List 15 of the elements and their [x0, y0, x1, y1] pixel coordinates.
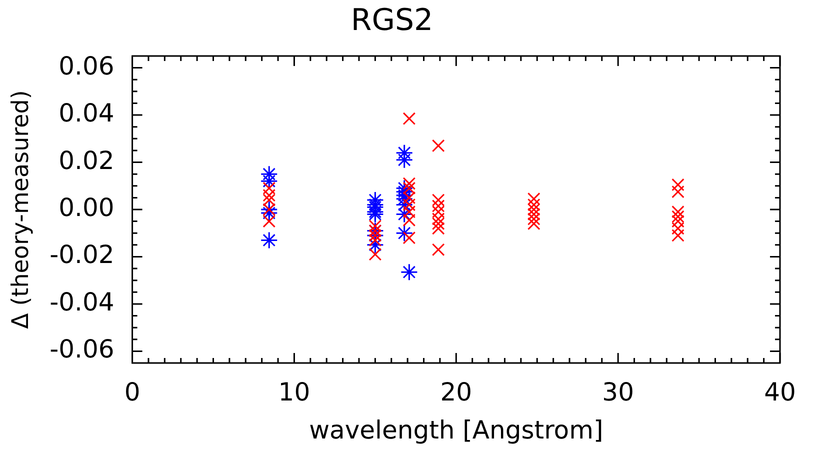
y-tick-label: -0.02: [50, 240, 114, 270]
y-tick-label: -0.04: [50, 287, 114, 316]
x-tick-label: 40: [764, 378, 796, 406]
y-tick-label: 0.06: [58, 51, 114, 80]
y-tick-label: 0.00: [58, 193, 114, 222]
x-tick-label: 10: [278, 378, 310, 406]
x-tick-label: 30: [602, 378, 634, 406]
x-tick-label: 0: [124, 378, 140, 406]
y-tick-label: -0.06: [50, 334, 114, 364]
y-tick-label: 0.04: [58, 98, 114, 128]
y-axis-title: Δ (theory-measured): [8, 90, 34, 329]
y-tick-label: 0.02: [58, 146, 114, 175]
chart-title: RGS2: [350, 2, 434, 38]
x-tick-label: 20: [440, 378, 472, 406]
x-axis-title: wavelength [Angstrom]: [309, 416, 604, 444]
